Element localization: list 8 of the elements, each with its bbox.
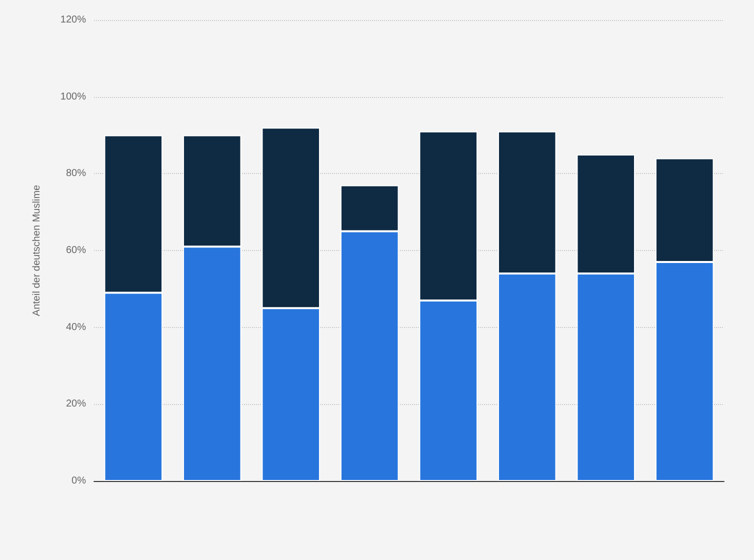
y-tick-label: 20% xyxy=(66,398,86,410)
y-tick-label: 80% xyxy=(66,168,86,180)
y-tick-label: 100% xyxy=(60,91,86,102)
y-tick-label: 40% xyxy=(66,322,86,333)
y-tick-label: 0% xyxy=(72,476,86,486)
y-axis-title: Anteil der deutschen Muslime xyxy=(32,184,42,316)
y-tick-label: 60% xyxy=(66,245,86,256)
y-tick-label: 120% xyxy=(60,14,86,26)
